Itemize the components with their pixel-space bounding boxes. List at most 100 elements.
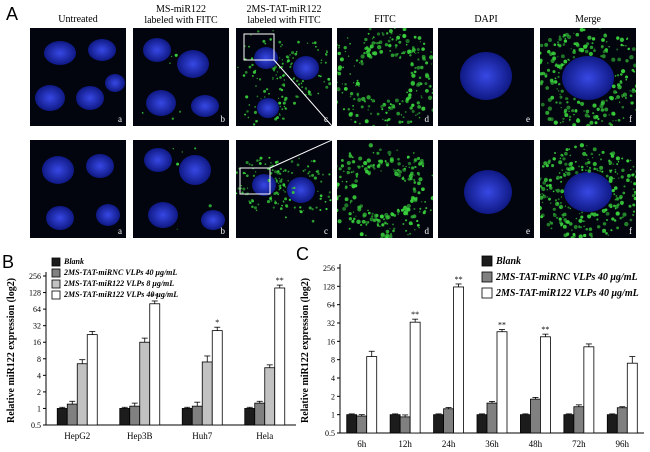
fitc-particle — [540, 58, 543, 63]
fitc-particle — [356, 92, 359, 96]
fitc-particle — [587, 160, 591, 165]
fitc-particle — [279, 57, 281, 59]
fitc-particle — [396, 111, 401, 116]
bar — [606, 414, 618, 434]
fitc-particle — [291, 187, 294, 190]
fitc-particle — [631, 173, 635, 177]
fitc-particle — [281, 62, 284, 65]
fitc-particle — [628, 204, 632, 208]
fitc-particle — [410, 215, 414, 219]
fitc-particle — [571, 166, 575, 171]
fitc-particle — [372, 165, 375, 169]
fitc-particle — [581, 211, 584, 214]
fitc-particle — [413, 162, 415, 164]
fitc-particle — [566, 171, 571, 176]
fitc-particle — [384, 235, 388, 238]
fitc-particle — [348, 217, 353, 221]
fitc-particle — [430, 51, 432, 53]
fitc-particle — [424, 82, 428, 86]
fitc-particle — [551, 164, 555, 168]
fitc-particle — [416, 171, 420, 175]
fitc-particle — [388, 234, 393, 238]
fitc-particle — [391, 104, 396, 108]
fitc-particle — [353, 217, 356, 221]
fitc-particle — [375, 213, 379, 218]
fitc-particle — [411, 103, 415, 107]
fitc-particle — [395, 39, 398, 41]
fitc-particle — [346, 170, 351, 175]
fitc-particle — [376, 218, 381, 224]
bar — [453, 286, 464, 434]
fitc-particle — [299, 206, 302, 209]
fitc-particle — [601, 54, 606, 59]
fitc-particle — [236, 192, 238, 195]
fitc-particle — [194, 147, 197, 150]
fitc-particle — [287, 179, 290, 182]
fitc-particle — [554, 189, 557, 191]
fitc-particle — [236, 171, 238, 174]
fitc-particle — [305, 89, 307, 91]
fitc-particle — [320, 59, 323, 61]
bar — [399, 416, 411, 434]
fitc-particle — [417, 36, 422, 40]
nucleus-shape — [179, 155, 211, 185]
fitc-particle — [560, 89, 564, 93]
zoom-region-box — [243, 33, 275, 61]
micrograph-r1-b: b — [133, 28, 229, 126]
fitc-particle — [266, 200, 271, 204]
fitc-particle — [562, 120, 564, 123]
fitc-particle — [317, 172, 320, 175]
fitc-particle — [337, 87, 341, 92]
fitc-particle — [591, 42, 594, 45]
category-label: Hela — [256, 431, 273, 441]
fitc-particle — [248, 163, 251, 166]
micrograph-r2-a: a — [30, 140, 126, 238]
fitc-particle — [279, 184, 282, 187]
fitc-particle — [565, 171, 567, 173]
fitc-particle — [413, 197, 418, 201]
fitc-particle — [540, 43, 544, 48]
fitc-particle — [405, 39, 410, 44]
fitc-particle — [409, 232, 412, 235]
fitc-particle — [384, 160, 387, 162]
fitc-particle — [412, 152, 415, 154]
bar — [264, 367, 276, 426]
fitc-particle — [176, 162, 180, 166]
fitc-particle — [379, 50, 384, 54]
fitc-particle — [388, 109, 390, 112]
fitc-particle — [304, 87, 308, 90]
fitc-particle — [552, 51, 556, 56]
fitc-particle — [567, 58, 570, 61]
fitc-particle — [349, 95, 352, 98]
fitc-particle — [616, 163, 619, 166]
micrograph-r1-d: d — [337, 28, 433, 126]
fitc-particle — [554, 199, 557, 202]
fitc-particle — [608, 122, 612, 126]
fitc-particle — [574, 160, 577, 163]
fitc-particle — [617, 85, 622, 90]
bar — [486, 402, 498, 434]
fitc-particle — [344, 50, 347, 53]
legend-swatch — [481, 271, 493, 283]
fitc-particle — [385, 111, 388, 114]
fitc-particle — [556, 175, 560, 180]
fitc-particle — [272, 206, 275, 209]
fitc-particle — [629, 218, 633, 222]
fitc-particle — [563, 110, 567, 114]
fitc-particle — [632, 203, 636, 207]
fitc-particle — [279, 105, 281, 108]
fitc-particle — [367, 165, 371, 169]
fitc-particle — [367, 109, 369, 111]
fitc-particle — [560, 106, 562, 109]
fitc-particle — [365, 46, 369, 50]
fitc-particle — [405, 219, 408, 222]
fitc-particle — [363, 167, 368, 171]
fitc-particle — [308, 170, 311, 173]
fitc-particle — [286, 60, 289, 63]
fitc-particle — [290, 160, 294, 163]
fitc-particle — [246, 110, 249, 113]
fitc-particle — [612, 163, 615, 165]
fitc-particle — [560, 189, 565, 194]
fitc-particle — [284, 197, 288, 201]
fitc-particle — [593, 48, 596, 50]
